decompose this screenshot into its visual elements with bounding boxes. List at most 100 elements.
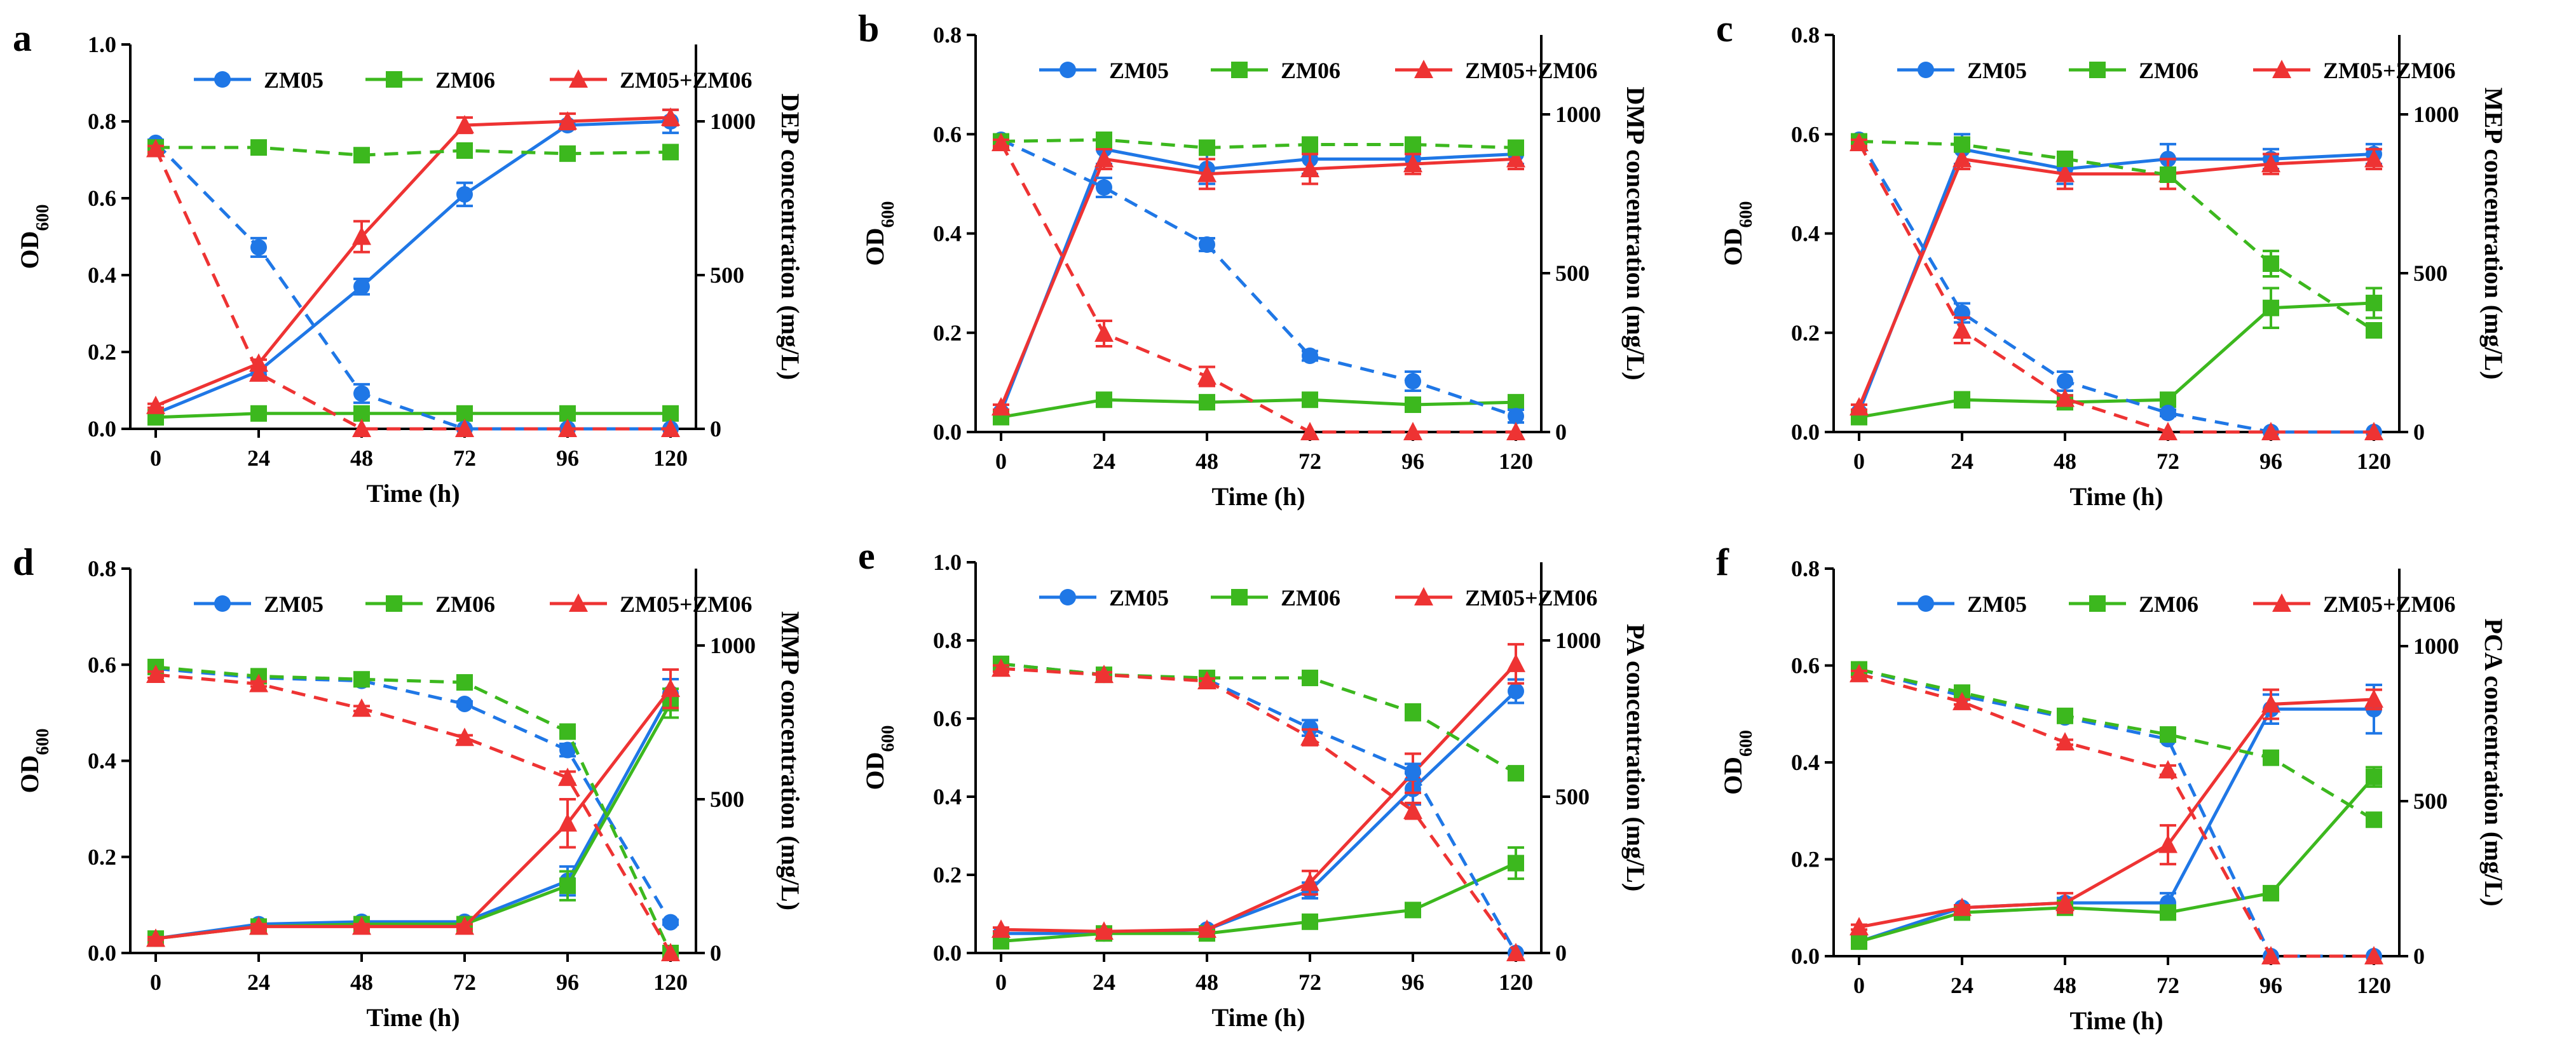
series-ZM05-right	[993, 132, 1524, 424]
data-point	[1197, 670, 1216, 689]
data-point	[1300, 727, 1319, 746]
series-ZM05-left	[993, 133, 1524, 421]
data-point	[1302, 136, 1318, 153]
series-ZM05-ZM06-left	[992, 147, 1525, 416]
data-point	[456, 186, 473, 203]
legend-label: ZM05	[1967, 58, 2027, 83]
series-line	[1000, 398, 1516, 419]
legend-label: ZM05+ZM06	[620, 591, 753, 617]
x-tick-label: 24	[1951, 973, 1973, 998]
x-tick-label: 48	[1196, 449, 1218, 474]
right-axis-title: MEP concentration (mg/L)	[2479, 88, 2508, 380]
legend-marker	[2272, 593, 2291, 612]
panel-a: a 0.0 0.2 0.4 0.6 0.8 1.0 0 500 1000 0 24 48 72 96 120 T…	[13, 17, 805, 508]
data-point	[1403, 154, 1422, 173]
left-tick-label: 0.2	[933, 320, 962, 346]
x-tick-label: 48	[350, 970, 373, 995]
series-ZM06-left	[1851, 287, 2382, 426]
left-tick-label: 0.2	[1791, 320, 1820, 346]
series-ZM06-right	[147, 139, 679, 164]
right-tick-label: 0	[1555, 419, 1567, 445]
data-point	[2263, 255, 2279, 272]
data-point	[559, 723, 576, 740]
left-tick-label: 1.0	[933, 550, 962, 575]
legend-label: ZM05+ZM06	[1465, 585, 1598, 611]
data-point	[1506, 653, 1525, 672]
legend-marker	[2089, 62, 2106, 78]
series-line	[155, 673, 672, 954]
data-point	[1199, 139, 1215, 156]
right-axis-title: DEP concentration (mg/L)	[776, 93, 805, 380]
series-ZM05-left	[1851, 133, 2382, 421]
series-line	[1857, 147, 2375, 413]
data-point	[661, 679, 680, 698]
legend: ZM05 ZM06 ZM05+ZM06	[194, 67, 753, 93]
series-ZM05-ZM06-right	[1850, 663, 2383, 964]
left-tick-label: 0.8	[1791, 22, 1820, 48]
data-point	[146, 395, 165, 414]
data-point	[1302, 913, 1318, 930]
series-ZM06-right	[993, 655, 1524, 782]
legend: ZM05 ZM06 ZM05+ZM06	[1039, 585, 1598, 611]
series-line	[1857, 142, 2374, 434]
data-point	[1850, 663, 1869, 682]
series-line	[155, 687, 672, 940]
legend-marker	[1060, 62, 1076, 78]
left-tick-label: 0.0	[1791, 943, 1820, 969]
x-tick-label: 120	[2357, 449, 2391, 474]
data-point	[1096, 391, 1112, 409]
legend-label: ZM05+ZM06	[1465, 58, 1598, 83]
x-tick-label: 0	[150, 970, 161, 995]
data-point	[1508, 682, 1524, 699]
x-tick-label: 48	[2054, 973, 2076, 998]
series-ZM05-ZM06-left	[1850, 688, 2383, 936]
x-tick-label: 24	[247, 445, 270, 471]
panel-letter: e	[858, 535, 875, 577]
x-tick-label: 72	[453, 445, 476, 471]
legend-marker	[569, 69, 588, 88]
left-tick-label: 0.4	[1791, 221, 1820, 247]
x-axis-title: Time (h)	[2069, 482, 2163, 511]
data-point	[1094, 149, 1114, 168]
series-line	[155, 693, 672, 940]
left-tick-label: 0.8	[933, 628, 962, 653]
series-line	[1857, 157, 2375, 408]
data-point	[1405, 704, 1421, 721]
right-axis-title: DMP concentration (mg/L)	[1621, 86, 1650, 380]
series-ZM05-ZM06-right	[992, 658, 1525, 961]
data-point	[353, 671, 370, 688]
series-ZM06-right	[147, 658, 679, 961]
x-tick-label: 0	[150, 445, 161, 471]
series-ZM05-ZM06-right	[146, 139, 680, 437]
data-point	[352, 226, 371, 245]
x-tick-label: 96	[556, 970, 579, 995]
data-point	[2158, 422, 2177, 440]
data-point	[2263, 749, 2279, 766]
series-ZM06-left	[147, 405, 679, 426]
x-tick-label: 96	[2259, 973, 2282, 998]
right-tick-label: 0	[2413, 419, 2425, 445]
x-axis-title: Time (h)	[366, 479, 460, 508]
legend-label: ZM06	[2139, 58, 2198, 83]
left-tick-label: 0.4	[88, 748, 116, 774]
data-point	[1403, 422, 1422, 440]
left-tick-label: 0.6	[88, 652, 116, 677]
right-tick-label: 0	[710, 940, 721, 966]
right-tick-label: 500	[1555, 260, 1590, 286]
data-point	[2160, 405, 2176, 421]
data-point	[2261, 422, 2280, 440]
data-point	[1096, 179, 1112, 196]
data-point	[250, 239, 267, 256]
legend-marker	[386, 71, 402, 88]
data-point	[1954, 136, 1970, 153]
legend-marker	[1060, 589, 1076, 605]
series-line	[1000, 666, 1518, 954]
series-line	[1000, 663, 1517, 933]
right-tick-label: 500	[710, 262, 744, 288]
data-point	[2057, 373, 2073, 389]
data-point	[1506, 149, 1525, 168]
legend-marker	[214, 71, 231, 88]
data-point	[558, 419, 577, 437]
legend-marker	[2272, 60, 2291, 78]
data-point	[558, 111, 577, 130]
